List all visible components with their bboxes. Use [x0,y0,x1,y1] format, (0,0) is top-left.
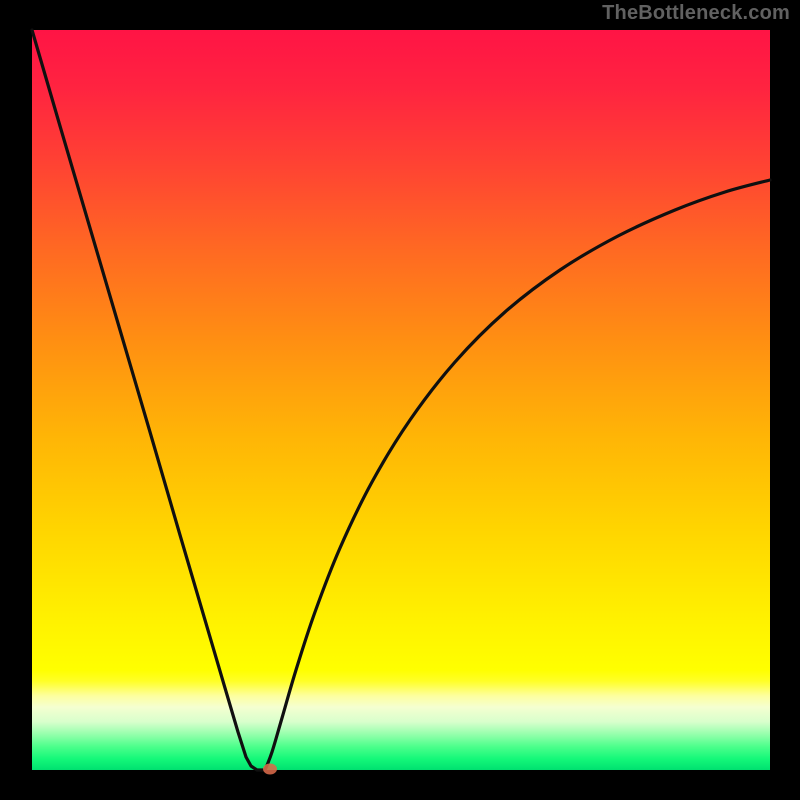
curve-overlay [0,0,800,800]
plot-area [32,30,770,770]
curve-left-segment [32,30,265,770]
watermark-text: TheBottleneck.com [602,2,790,25]
bottleneck-marker [263,764,277,775]
chart-container: TheBottleneck.com [0,0,800,800]
curve-right-segment [265,180,770,770]
